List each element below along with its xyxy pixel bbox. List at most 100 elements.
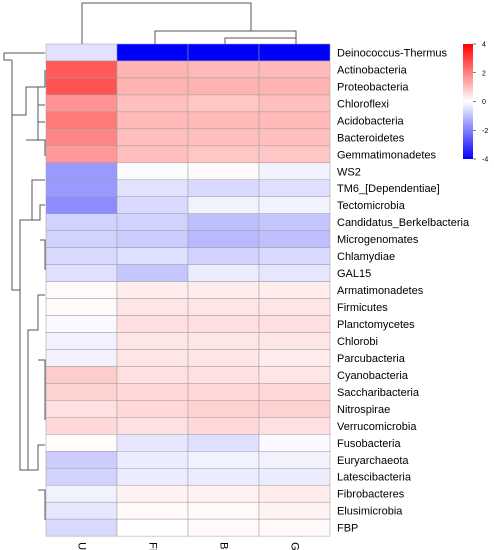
legend-tick-label: 4	[482, 42, 486, 49]
heatmap-cell	[45, 264, 118, 282]
heatmap-cell	[187, 518, 260, 537]
heatmap-cell	[258, 60, 331, 79]
row-label: Chlamydiae	[337, 251, 395, 263]
heatmap-cell	[45, 162, 118, 181]
heatmap-cell	[187, 264, 260, 282]
heatmap-cell	[258, 383, 331, 401]
heatmap-cell	[187, 484, 260, 503]
heatmap-cell	[45, 94, 118, 113]
heatmap-cell	[187, 145, 260, 164]
heatmap-cell	[258, 145, 331, 164]
heatmap-cell	[45, 145, 118, 164]
heatmap-cell	[187, 60, 260, 79]
heatmap-cell	[258, 332, 331, 350]
heatmap-cell	[45, 468, 118, 486]
heatmap-cell	[187, 468, 260, 486]
legend-tick-label: 2	[482, 70, 486, 77]
heatmap-cell	[116, 400, 189, 418]
row-label: Fibrobacteres	[337, 489, 405, 501]
heatmap-cell	[258, 434, 331, 452]
heatmap-cell	[258, 213, 331, 231]
heatmap-cell	[258, 196, 331, 214]
heatmap-cell	[116, 111, 189, 130]
heatmap-cell	[45, 366, 118, 384]
heatmap-cell	[258, 77, 331, 96]
column-label: UL	[76, 542, 88, 550]
row-label: Planctomycetes	[337, 319, 415, 331]
heatmap-cell	[116, 417, 189, 435]
heatmap-cell	[187, 366, 260, 384]
heatmap-cells	[45, 43, 331, 537]
heatmap-cell	[45, 43, 118, 62]
heatmap-cell	[258, 128, 331, 147]
column-label: BL	[218, 542, 230, 550]
heatmap-cell	[187, 501, 260, 520]
heatmap-cell	[45, 434, 118, 452]
heatmap-cell	[116, 145, 189, 164]
heatmap-cell	[116, 213, 189, 231]
heatmap-cell	[116, 383, 189, 401]
legend-tick-label: 0	[482, 99, 486, 106]
heatmap-cell	[258, 366, 331, 384]
heatmap-cell	[187, 77, 260, 96]
heatmap-cell	[45, 332, 118, 350]
heatmap-cell	[45, 451, 118, 469]
row-label: Firmicutes	[337, 302, 388, 314]
heatmap-cell	[116, 451, 189, 469]
heatmap-cell	[45, 281, 118, 299]
heatmap-cell	[258, 247, 331, 265]
heatmap-cell	[187, 213, 260, 231]
heatmap-cell	[187, 349, 260, 367]
row-label: TM6_[Dependentiae]	[337, 183, 440, 195]
heatmap-cell	[187, 417, 260, 435]
heatmap-cell	[187, 247, 260, 265]
heatmap-cell	[258, 264, 331, 282]
heatmap-cell	[187, 128, 260, 147]
heatmap-cell	[258, 94, 331, 113]
heatmap-cell	[116, 468, 189, 486]
heatmap-cell	[187, 332, 260, 350]
heatmap-cell	[116, 230, 189, 248]
heatmap-cell	[187, 451, 260, 469]
heatmap-cell	[45, 400, 118, 418]
heatmap-cell	[116, 501, 189, 520]
heatmap-cell	[45, 383, 118, 401]
heatmap-cell	[45, 128, 118, 147]
heatmap-cell	[258, 298, 331, 316]
heatmap-cell	[187, 230, 260, 248]
heatmap-cell	[45, 349, 118, 367]
heatmap-cell	[45, 298, 118, 316]
heatmap-cell	[258, 315, 331, 333]
heatmap-cell	[45, 179, 118, 197]
heatmap-cell	[116, 162, 189, 181]
color-legend-bar	[463, 44, 473, 159]
heatmap-cell	[116, 332, 189, 350]
heatmap-cell	[116, 60, 189, 79]
heatmap-cell	[258, 162, 331, 181]
column-labels: UL FL BL GL	[76, 542, 301, 550]
heatmap-cell	[116, 94, 189, 113]
row-label: Chlorobi	[337, 336, 378, 348]
heatmap-cell	[258, 111, 331, 130]
row-label: Euryarchaeota	[337, 455, 409, 467]
column-label: FL	[147, 542, 159, 550]
heatmap-cell	[187, 315, 260, 333]
heatmap-cell	[45, 77, 118, 96]
row-label: Tectomicrobia	[337, 200, 406, 212]
heatmap-cell	[258, 281, 331, 299]
heatmap-cell	[187, 434, 260, 452]
heatmap-cell	[116, 128, 189, 147]
row-label: Fusobacteria	[337, 438, 401, 450]
heatmap-cell	[116, 179, 189, 197]
row-label: Microgenomates	[337, 234, 419, 246]
heatmap-cell	[258, 400, 331, 418]
heatmap-cell	[116, 43, 189, 62]
heatmap-cell	[187, 196, 260, 214]
heatmap-cell	[45, 111, 118, 130]
heatmap-cell	[116, 349, 189, 367]
heatmap-cell	[258, 484, 331, 503]
heatmap-cell	[45, 230, 118, 248]
heatmap-cell	[258, 518, 331, 537]
heatmap-cell	[45, 213, 118, 231]
row-label: Acidobacteria	[337, 115, 405, 127]
